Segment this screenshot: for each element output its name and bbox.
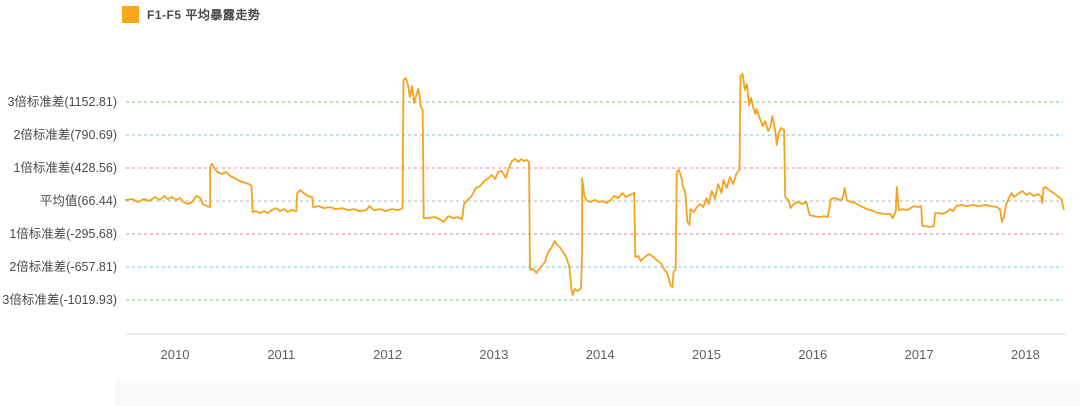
legend-swatch-icon — [122, 6, 139, 23]
y-axis-label-5: 2倍标准差(-657.81) — [9, 260, 117, 274]
series-line — [125, 73, 1065, 297]
x-tick-label-2015: 2015 — [692, 347, 721, 362]
x-tick-label-2014: 2014 — [585, 347, 615, 362]
x-tick-label-2012: 2012 — [373, 347, 403, 362]
y-axis-label-4: 1倍标准差(-295.68) — [9, 227, 117, 241]
y-axis-label-6: 3倍标准差(-1019.93) — [2, 293, 117, 307]
y-axis-label-1: 2倍标准差(790.69) — [13, 127, 117, 142]
x-tick-label-2017: 2017 — [904, 347, 934, 362]
x-tick-label-2013: 2013 — [479, 347, 509, 362]
legend-item[interactable]: F1-F5 平均暴露走势 — [122, 6, 260, 23]
y-axis-label-0: 3倍标准差(1152.81) — [7, 94, 117, 109]
x-tick-label-2018: 2018 — [1010, 347, 1040, 362]
y-axis-label-3: 平均值(66.44) — [39, 194, 117, 208]
x-tick-label-2010: 2010 — [160, 347, 190, 362]
x-tick-label-2011: 2011 — [267, 347, 296, 362]
y-axis-label-2: 1倍标准差(428.56) — [13, 161, 117, 175]
page-bottom-strip — [115, 381, 1080, 406]
x-tick-label-2016: 2016 — [798, 347, 828, 362]
legend-label: F1-F5 平均暴露走势 — [147, 8, 261, 22]
